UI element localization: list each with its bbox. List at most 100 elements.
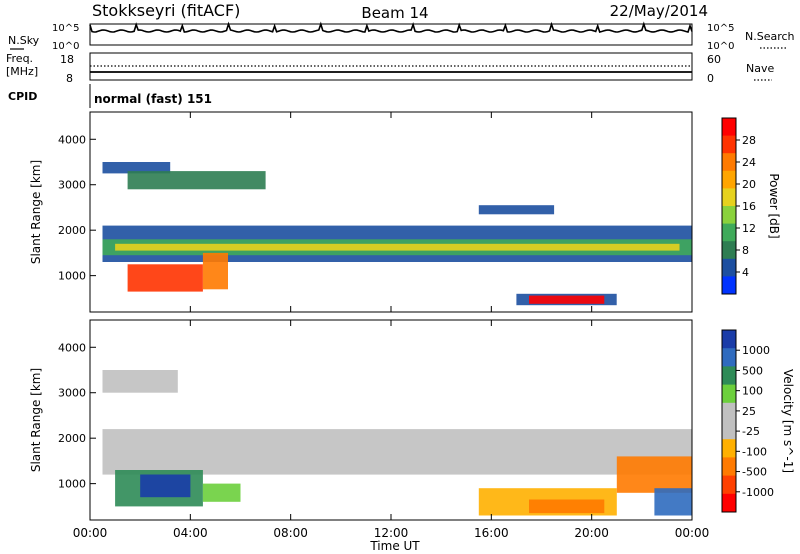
- velocity-colorbar-segment: [722, 384, 736, 404]
- velocity-colorbar-segment: [722, 457, 736, 477]
- x-tick-label: 08:00: [273, 526, 308, 540]
- beam-label: Beam 14: [361, 4, 428, 22]
- time-axis-ticks: 00:00 04:00 08:00 12:00 16:00 20:00 00:00: [73, 112, 710, 540]
- y-tick-label: 3000: [58, 387, 86, 400]
- velocity-ylabel: Slant Range [km]: [29, 368, 43, 472]
- power-echo-region: [102, 162, 171, 174]
- power-colorbar-segment: [722, 206, 736, 225]
- power-colorbar-segment: [722, 223, 736, 242]
- power-colorbar-label: 8: [742, 244, 749, 257]
- y-tick-label: 1000: [58, 270, 86, 283]
- power-colorbar-label: 4: [742, 266, 749, 279]
- x-tick-label: 16:00: [474, 526, 509, 540]
- x-tick-label: 00:00: [675, 526, 710, 540]
- velocity-colorbar-label: 100: [742, 385, 763, 398]
- velocity-echo-region: [102, 429, 692, 475]
- velocity-colorbar-segment: [722, 348, 736, 367]
- power-yaxis-ticks: 1000 2000 3000 4000: [58, 133, 96, 283]
- x-tick-label: 00:00: [73, 526, 108, 540]
- y-tick-label: 3000: [58, 179, 86, 192]
- velocity-data-layer: [102, 370, 693, 516]
- power-colorbar-label: 24: [742, 156, 756, 169]
- y-tick-label: 4000: [58, 133, 86, 146]
- power-colorbar-label: 28: [742, 134, 756, 147]
- nave-tick-bottom: 0: [707, 72, 714, 85]
- time-axis-label: Time UT: [369, 539, 420, 553]
- velocity-colorbar-label: -25: [742, 425, 760, 438]
- nave-tick-top: 60: [707, 53, 721, 66]
- power-echo-region: [202, 252, 228, 290]
- noise-sky-line: [89, 21, 693, 33]
- power-colorbar-segment: [722, 258, 736, 277]
- nave-label: Nave: [746, 62, 774, 75]
- power-colorbar-segment: [722, 188, 736, 207]
- power-colorbar-title: Power [dB]: [767, 173, 781, 238]
- x-tick-label: 04:00: [173, 526, 208, 540]
- velocity-colorbar-label: 25: [742, 405, 756, 418]
- velocity-colorbar-segment: [722, 330, 736, 349]
- velocity-colorbar-segment: [722, 439, 736, 458]
- cpid-panel: CPID normal (fast) 151: [8, 84, 212, 108]
- velocity-colorbar-label: 500: [742, 364, 763, 377]
- velocity-colorbar-label: 1000: [742, 344, 770, 357]
- freq-label-line1: Freq.: [6, 52, 33, 65]
- y-tick-label: 2000: [58, 432, 86, 445]
- power-colorbar-segment: [722, 135, 736, 154]
- power-colorbar-label: 16: [742, 200, 756, 213]
- power-colorbar: 28 24 20 16 12 8 4 Power [dB]: [721, 117, 781, 295]
- velocity-colorbar-label: -100: [742, 445, 767, 458]
- y-tick-label: 4000: [58, 341, 86, 354]
- freq-label-line2: [MHz]: [6, 65, 38, 78]
- cpid-value: normal (fast) 151: [94, 92, 212, 106]
- velocity-colorbar-label: -500: [742, 466, 767, 479]
- noise-right-tick-bottom: 10^0: [707, 41, 734, 52]
- velocity-colorbar-title: Velocity [m s^-1]: [781, 369, 795, 473]
- noise-panel: N.Sky 10^5 10^0 10^5 10^0 N.Search: [8, 21, 795, 52]
- freq-tick-top: 18: [60, 53, 74, 66]
- velocity-echo-region: [529, 499, 605, 514]
- velocity-colorbar-label: -1000: [742, 486, 774, 499]
- power-echo-region: [529, 295, 605, 304]
- velocity-echo-region: [202, 483, 241, 502]
- x-tick-label: 20:00: [574, 526, 609, 540]
- power-data-layer: [102, 162, 692, 306]
- power-echo-region: [127, 264, 203, 292]
- power-colorbar-segment: [722, 153, 736, 172]
- cpid-label: CPID: [8, 90, 37, 103]
- noise-right-tick-top: 10^5: [707, 23, 734, 34]
- power-colorbar-label: 12: [742, 222, 756, 235]
- freq-panel: Freq. [MHz] 18 8 60 0 Nave: [6, 52, 774, 85]
- power-panel: 1000 2000 3000 4000 Slant Range [km]: [29, 111, 693, 313]
- power-colorbar-segment: [722, 170, 736, 189]
- noise-left-tick-top: 10^5: [52, 23, 79, 34]
- y-tick-label: 1000: [58, 478, 86, 491]
- power-ylabel: Slant Range [km]: [29, 160, 43, 264]
- velocity-colorbar: 1000 500 100 25 -25 -100 -500 -1000 Velocity [m…: [721, 329, 795, 513]
- power-colorbar-segment: [722, 276, 736, 295]
- velocity-colorbar-segment: [722, 402, 736, 422]
- velocity-panel: 1000 2000 3000 4000 Slant Range [km]: [29, 319, 693, 521]
- power-colorbar-segment: [722, 241, 736, 260]
- y-tick-label: 2000: [58, 224, 86, 237]
- power-echo-region: [478, 205, 555, 215]
- velocity-colorbar-segment: [722, 421, 736, 440]
- noise-left-tick-bottom: 10^0: [52, 41, 79, 52]
- power-colorbar-label: 20: [742, 178, 756, 191]
- velocity-colorbar-segment: [722, 475, 736, 495]
- velocity-echo-region: [102, 370, 178, 393]
- noise-sky-label: N.Sky: [8, 34, 40, 47]
- power-echo-region: [115, 243, 680, 251]
- velocity-echo-region: [616, 456, 693, 493]
- date-label: 22/May/2014: [610, 2, 708, 20]
- velocity-echo-region: [654, 488, 692, 516]
- velocity-colorbar-segment: [722, 366, 736, 386]
- power-colorbar-segment: [722, 118, 736, 137]
- velocity-echo-region: [140, 474, 191, 498]
- velocity-colorbar-segment: [722, 493, 736, 513]
- freq-tick-bottom: 8: [66, 72, 73, 85]
- noise-search-label: N.Search: [745, 30, 795, 43]
- x-tick-label: 12:00: [374, 526, 409, 540]
- velocity-yaxis-ticks: 1000 2000 3000 4000: [58, 341, 96, 491]
- plot-title: Stokkseyri (fitACF): [92, 1, 240, 20]
